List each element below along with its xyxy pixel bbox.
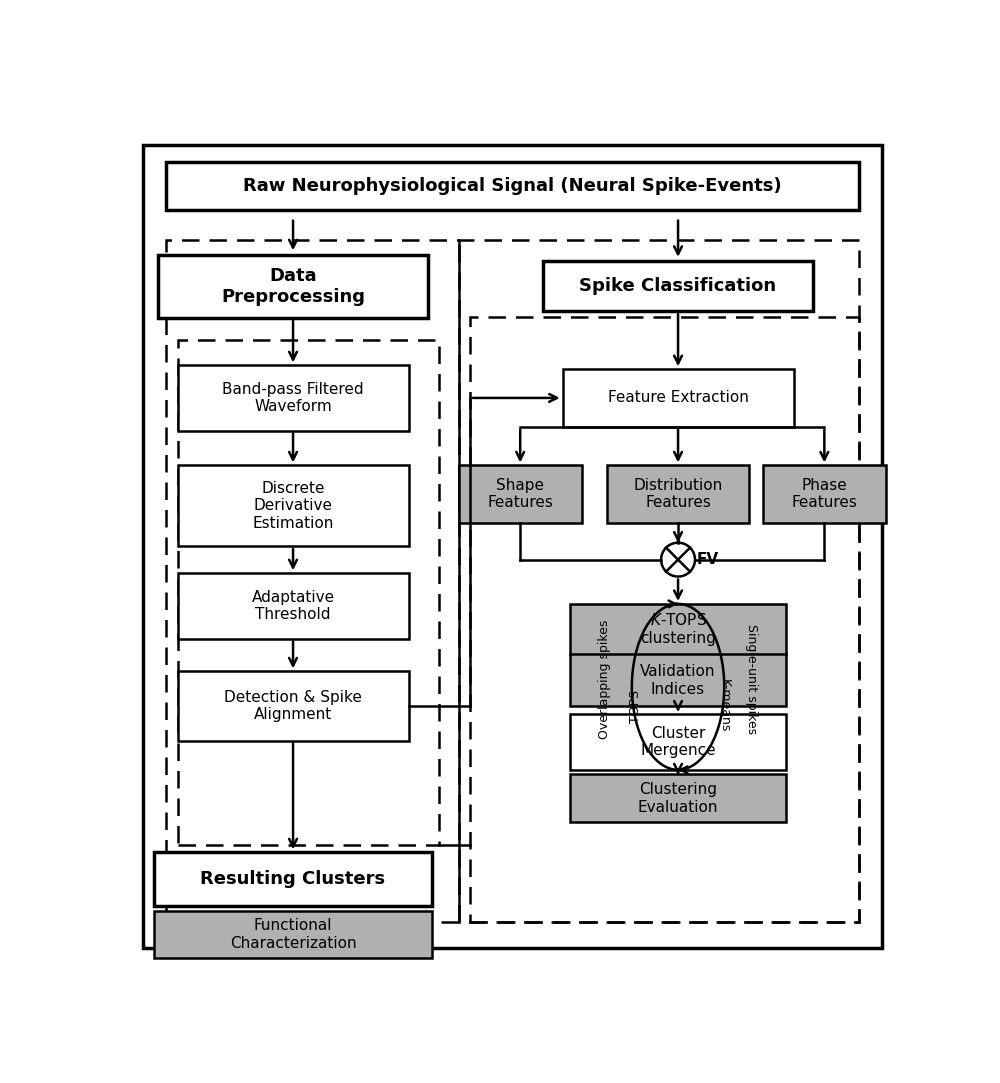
FancyBboxPatch shape [158,255,428,317]
FancyBboxPatch shape [178,365,409,431]
FancyBboxPatch shape [543,261,813,311]
Text: Resulting Clusters: Resulting Clusters [200,870,386,888]
Text: Feature Extraction: Feature Extraction [608,390,748,405]
FancyBboxPatch shape [178,466,409,546]
FancyBboxPatch shape [563,369,794,427]
FancyBboxPatch shape [607,466,749,523]
Text: Data
Preprocessing: Data Preprocessing [221,266,365,305]
Text: Raw Neurophysiological Signal (Neural Spike-Events): Raw Neurophysiological Signal (Neural Sp… [243,178,782,195]
Text: $K$-TOPS
clustering: $K$-TOPS clustering [640,612,716,645]
Text: Band-pass Filtered
Waveform: Band-pass Filtered Waveform [222,381,364,414]
Text: Overlapping spikes: Overlapping spikes [598,619,611,739]
Text: Spike Classification: Spike Classification [579,277,777,296]
FancyBboxPatch shape [570,604,786,705]
Text: Cluster
Mergence: Cluster Mergence [640,726,716,758]
Text: Clustering
Evaluation: Clustering Evaluation [638,782,718,814]
Text: Distribution
Features: Distribution Features [633,478,723,510]
FancyBboxPatch shape [166,162,859,210]
Text: Shape
Features: Shape Features [487,478,553,510]
Text: Discrete
Derivative
Estimation: Discrete Derivative Estimation [252,481,334,531]
Text: K-means: K-means [718,679,731,733]
Text: Single-unit spikes: Single-unit spikes [745,624,758,734]
FancyBboxPatch shape [154,911,432,958]
Text: FV: FV [696,552,718,567]
Text: Phase
Features: Phase Features [791,478,857,510]
FancyBboxPatch shape [570,774,786,822]
Text: Functional
Characterization: Functional Characterization [230,918,356,951]
FancyBboxPatch shape [570,715,786,770]
FancyBboxPatch shape [154,852,432,906]
Text: TOPS: TOPS [629,690,642,722]
Text: Detection & Spike
Alignment: Detection & Spike Alignment [224,690,362,722]
FancyBboxPatch shape [459,466,582,523]
Text: Adaptative
Threshold: Adaptative Threshold [251,589,335,622]
FancyBboxPatch shape [178,573,409,639]
FancyBboxPatch shape [143,145,882,949]
FancyBboxPatch shape [178,671,409,741]
FancyBboxPatch shape [763,466,886,523]
Text: Validation
Indices: Validation Indices [640,664,716,696]
